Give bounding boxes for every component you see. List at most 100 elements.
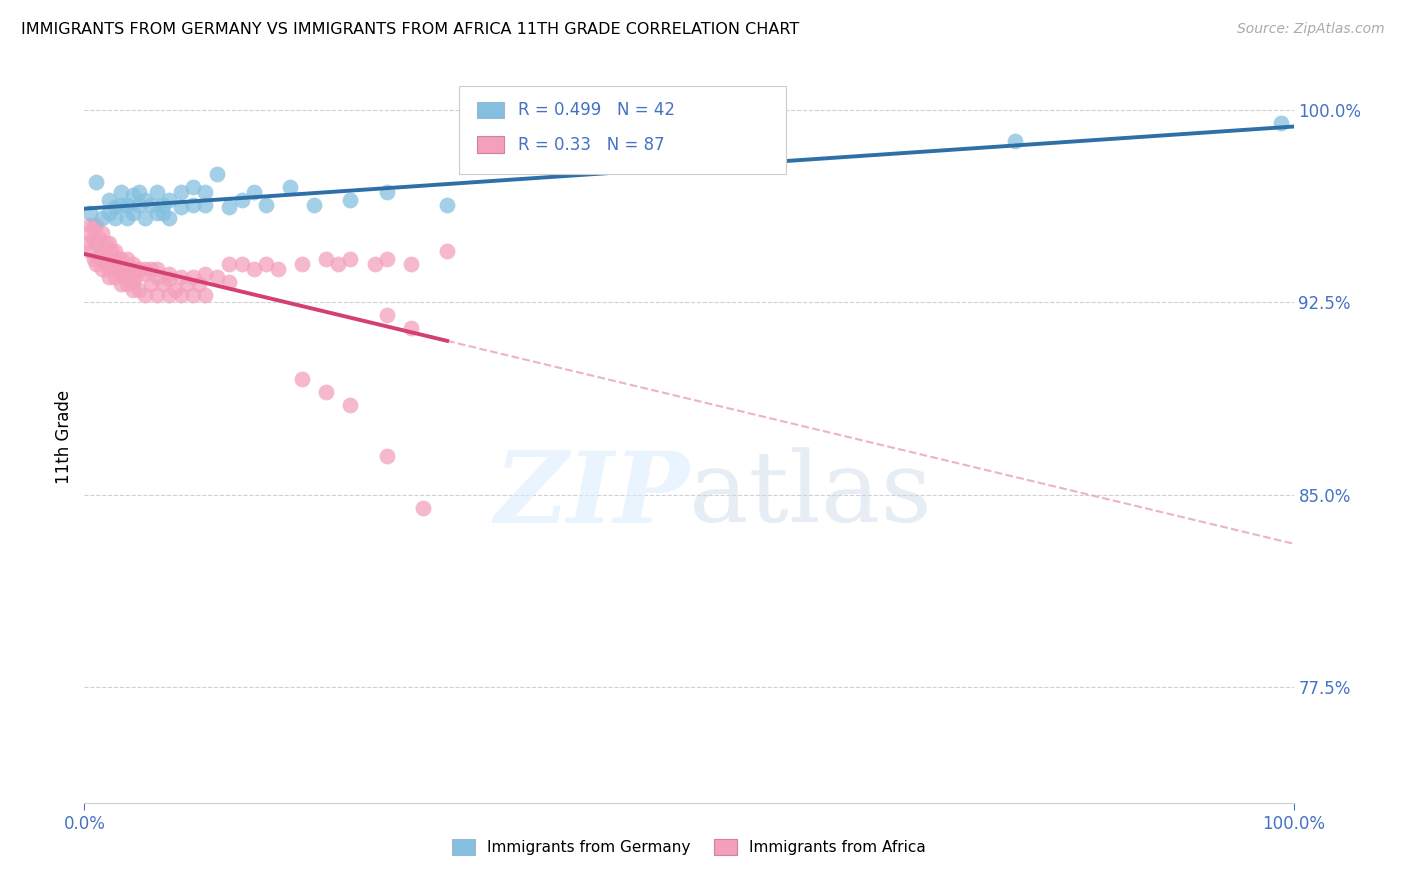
Point bbox=[218, 257, 240, 271]
Point bbox=[328, 257, 350, 271]
Point bbox=[242, 185, 264, 199]
Point bbox=[110, 277, 132, 292]
Point bbox=[207, 167, 229, 181]
Text: IMMIGRANTS FROM GERMANY VS IMMIGRANTS FROM AFRICA 11TH GRADE CORRELATION CHART: IMMIGRANTS FROM GERMANY VS IMMIGRANTS FR… bbox=[21, 22, 800, 37]
Point bbox=[107, 252, 129, 266]
Point bbox=[181, 287, 204, 301]
Point bbox=[436, 198, 458, 212]
Point bbox=[291, 257, 314, 271]
Point bbox=[121, 283, 143, 297]
Point bbox=[79, 219, 101, 233]
Point bbox=[146, 287, 169, 301]
Point bbox=[134, 262, 156, 277]
Point bbox=[97, 262, 120, 277]
Point bbox=[97, 252, 120, 266]
Legend: Immigrants from Germany, Immigrants from Africa: Immigrants from Germany, Immigrants from… bbox=[446, 833, 932, 861]
Text: R = 0.499   N = 42: R = 0.499 N = 42 bbox=[519, 101, 675, 120]
Point bbox=[139, 262, 162, 277]
Point bbox=[86, 236, 108, 251]
Point bbox=[115, 262, 138, 277]
Point bbox=[104, 211, 127, 225]
Text: atlas: atlas bbox=[689, 448, 932, 543]
Point bbox=[412, 500, 434, 515]
Point bbox=[363, 257, 385, 271]
Point bbox=[87, 249, 110, 263]
Point bbox=[115, 277, 138, 292]
Point bbox=[146, 262, 169, 277]
Point bbox=[165, 283, 187, 297]
Point bbox=[104, 244, 127, 258]
Point bbox=[267, 262, 290, 277]
Point bbox=[176, 277, 198, 292]
Point bbox=[291, 372, 314, 386]
Point bbox=[302, 198, 325, 212]
Point bbox=[194, 185, 217, 199]
Point bbox=[181, 198, 204, 212]
Point bbox=[315, 385, 337, 400]
Point bbox=[91, 252, 114, 266]
Point bbox=[157, 287, 180, 301]
Point bbox=[91, 211, 114, 225]
Point bbox=[104, 269, 127, 284]
Point bbox=[242, 262, 264, 277]
Point bbox=[146, 185, 169, 199]
Point bbox=[121, 205, 143, 219]
Text: ZIP: ZIP bbox=[494, 448, 689, 544]
Point bbox=[254, 198, 277, 212]
Point bbox=[91, 244, 114, 258]
Point bbox=[115, 198, 138, 212]
Point bbox=[134, 193, 156, 207]
Point bbox=[339, 398, 361, 412]
Point bbox=[139, 198, 162, 212]
Text: R = 0.33   N = 87: R = 0.33 N = 87 bbox=[519, 136, 665, 153]
Point bbox=[86, 257, 108, 271]
Point bbox=[1004, 134, 1026, 148]
Point bbox=[194, 267, 217, 281]
Point bbox=[134, 287, 156, 301]
Point bbox=[152, 198, 174, 212]
Point bbox=[115, 211, 138, 225]
Point bbox=[399, 321, 422, 335]
Point bbox=[339, 252, 361, 266]
Point bbox=[278, 179, 301, 194]
Point bbox=[315, 252, 337, 266]
Text: Source: ZipAtlas.com: Source: ZipAtlas.com bbox=[1237, 22, 1385, 37]
Point bbox=[97, 269, 120, 284]
Point bbox=[170, 287, 193, 301]
Point bbox=[134, 211, 156, 225]
Point bbox=[399, 257, 422, 271]
Point bbox=[94, 236, 117, 251]
Point bbox=[83, 219, 105, 233]
Point bbox=[121, 257, 143, 271]
Point bbox=[82, 231, 104, 245]
Point bbox=[128, 283, 150, 297]
Point bbox=[170, 269, 193, 284]
Point bbox=[83, 252, 105, 266]
Point bbox=[79, 205, 101, 219]
Point bbox=[146, 269, 169, 284]
Point bbox=[157, 267, 180, 281]
Point bbox=[181, 269, 204, 284]
Point bbox=[188, 277, 211, 292]
Point bbox=[1270, 116, 1292, 130]
Point bbox=[120, 272, 142, 286]
Point bbox=[218, 200, 240, 214]
Point bbox=[128, 185, 150, 199]
Point bbox=[94, 257, 117, 271]
Point bbox=[218, 275, 240, 289]
Point bbox=[77, 226, 100, 240]
Point bbox=[110, 185, 132, 199]
Point bbox=[436, 244, 458, 258]
Point bbox=[152, 205, 174, 219]
Point bbox=[194, 287, 217, 301]
Point bbox=[231, 193, 253, 207]
Point bbox=[134, 267, 156, 281]
Point bbox=[112, 267, 135, 281]
Point bbox=[107, 262, 129, 277]
Point bbox=[128, 198, 150, 212]
Point bbox=[110, 198, 132, 212]
FancyBboxPatch shape bbox=[478, 102, 503, 118]
FancyBboxPatch shape bbox=[460, 86, 786, 174]
Point bbox=[124, 269, 146, 284]
Point bbox=[91, 226, 114, 240]
